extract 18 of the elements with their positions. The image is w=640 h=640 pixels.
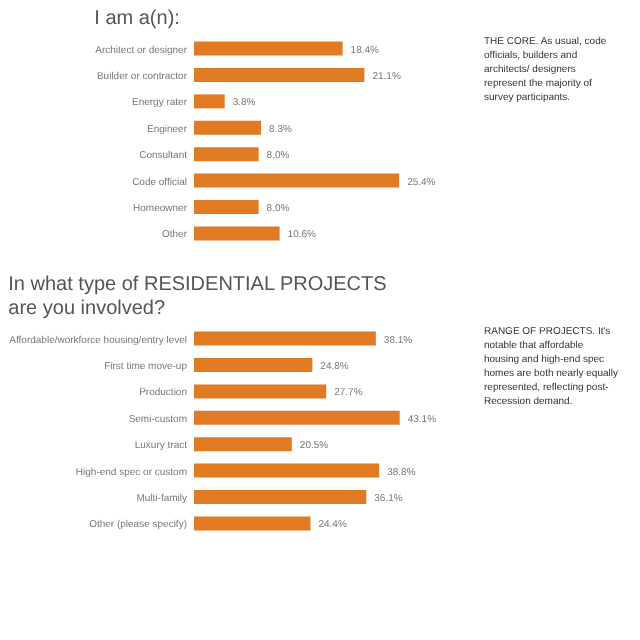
bar (194, 94, 225, 109)
bar (194, 147, 259, 162)
bar (194, 384, 327, 399)
bar (194, 226, 280, 241)
bar (194, 463, 380, 478)
bar (194, 173, 400, 188)
chart-title: In what type of RESIDENTIAL PROJECTS are you involved? (8, 274, 388, 320)
bar (194, 120, 262, 135)
bar (194, 41, 343, 56)
chart-title: I am a(n): (94, 8, 180, 30)
bar (194, 357, 313, 372)
bar (194, 67, 365, 82)
bar (194, 200, 259, 215)
bar (194, 410, 400, 425)
bar (194, 490, 367, 505)
bar (194, 437, 292, 452)
bar (194, 516, 311, 531)
bar (194, 331, 376, 346)
